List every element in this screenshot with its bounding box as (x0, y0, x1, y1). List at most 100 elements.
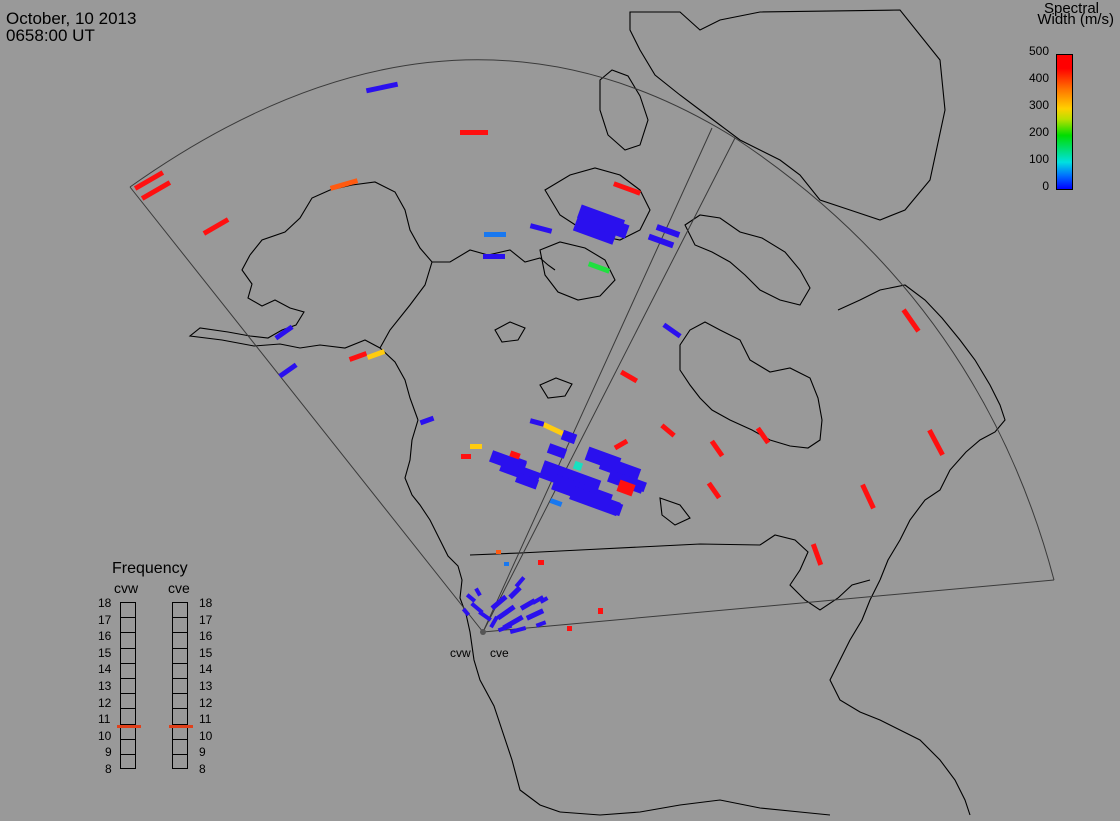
scatter-cell (612, 181, 642, 196)
frequency-row-line (172, 693, 188, 695)
frequency-scale-label: 10 (98, 728, 112, 743)
scatter-cell (662, 322, 682, 339)
frequency-scale-label: 10 (199, 728, 213, 743)
frequency-scale-label: 16 (98, 629, 112, 644)
scatter-cell (496, 604, 516, 621)
radar-site-marker (480, 629, 486, 635)
frequency-scale-label: 12 (199, 695, 213, 710)
scatter-cell (133, 170, 165, 191)
date-label: October, 10 2013 (6, 9, 137, 28)
east-coast (829, 579, 971, 816)
frequency-scale-label: 11 (199, 712, 212, 727)
frequency-title: Frequency (112, 560, 188, 577)
scatter-cell (596, 215, 630, 239)
inland-lakes-3 (659, 497, 691, 526)
frequency-scale-label: 8 (105, 762, 112, 776)
scatter-cell (509, 625, 527, 635)
scatter-cell (616, 479, 636, 497)
site-label-cve: cve (490, 646, 509, 660)
frequency-row-line (172, 678, 188, 679)
scatter-cell (539, 596, 549, 604)
scatter-cell (489, 615, 499, 629)
spectral-width-colorbar (1056, 54, 1073, 190)
frequency-scale-label: 12 (98, 695, 112, 710)
hudson-bay (679, 321, 823, 449)
colorbar-tick-400: 400 (1028, 71, 1049, 85)
scatter-cell (497, 623, 513, 633)
frequency-marker-cvw (117, 724, 141, 728)
colorbar-tick-300: 300 (1028, 98, 1049, 112)
radar-fov (129, 59, 1055, 633)
baffin-island (684, 214, 811, 306)
colorbar-tick-100: 100 (1028, 152, 1049, 166)
scatter-cell (483, 254, 505, 259)
scatter-cell (660, 423, 676, 438)
scatter-cell (470, 444, 482, 449)
frequency-row-line (120, 693, 136, 695)
site-label-cvw: cvw (450, 646, 471, 660)
labrador-coast (837, 284, 1006, 581)
frequency-row-line (172, 662, 188, 664)
gulf-coast (559, 799, 831, 816)
scatter-cell (549, 498, 563, 507)
frequency-bar-cvw (120, 602, 136, 769)
scatter-cell (901, 308, 921, 333)
arctic-islands-2 (539, 241, 616, 301)
scatter-cell (540, 421, 564, 436)
frequency-scale-label: 8 (199, 762, 206, 776)
scatter-cell (490, 594, 508, 611)
arctic-islands-3 (599, 69, 649, 151)
fov-inner-1 (482, 137, 736, 633)
greenland (629, 9, 946, 221)
scatter-cell (567, 626, 572, 631)
frequency-row-line (120, 662, 136, 664)
scatter-cell (535, 620, 547, 628)
scatter-cell (366, 349, 386, 360)
scatter-cell (598, 608, 603, 614)
scatter-cell (329, 178, 359, 191)
frequency-row-line (120, 647, 136, 649)
frequency-scale-label: 18 (199, 596, 213, 610)
scatter-cell (461, 607, 471, 617)
coastlines (188, 9, 1006, 816)
frequency-scale-label: 17 (98, 612, 112, 627)
scatter-cell (278, 362, 298, 379)
scatter-cell (365, 81, 399, 94)
scatter-cell (655, 224, 681, 238)
frequency-label-cvw: cvw (114, 580, 139, 596)
frequency-row-line (172, 617, 188, 619)
frequency-row-line (120, 678, 136, 679)
frequency-row-line (120, 738, 136, 740)
scatter-cell (348, 351, 368, 362)
scatter-cell (525, 608, 545, 621)
scatter-cell (460, 130, 488, 135)
fov-west-edge (129, 186, 484, 633)
scatter-cell (484, 232, 506, 237)
scatter-cell (514, 472, 540, 490)
frequency-scale-label: 18 (98, 596, 112, 610)
scatter-cell (202, 217, 230, 236)
fov-arc (129, 59, 1055, 581)
west-coast (404, 419, 561, 813)
us-canada-border (469, 543, 761, 556)
scatter-cell (508, 585, 522, 600)
scatter-cell (509, 455, 527, 469)
frequency-row-line (172, 632, 188, 634)
scatter-cell (647, 233, 675, 249)
scatter-cell (560, 429, 578, 445)
frequency-scale-label: 15 (98, 645, 112, 660)
boundaries (379, 261, 761, 556)
frequency-marker-cve (169, 724, 193, 728)
scatter-cell (810, 543, 824, 566)
frequency-label-cve: cve (168, 580, 190, 596)
scatter-cell (504, 562, 509, 566)
frequency-scale-label: 13 (199, 679, 213, 693)
colorbar-tick-0: 0 (1042, 179, 1049, 193)
scatter-cell (598, 455, 642, 483)
alaska-coast (249, 181, 556, 271)
scatter-cell (594, 495, 624, 517)
scatter-cell (860, 483, 876, 510)
frequency-scale-label: 14 (199, 662, 213, 677)
scatter-cell (465, 593, 477, 603)
